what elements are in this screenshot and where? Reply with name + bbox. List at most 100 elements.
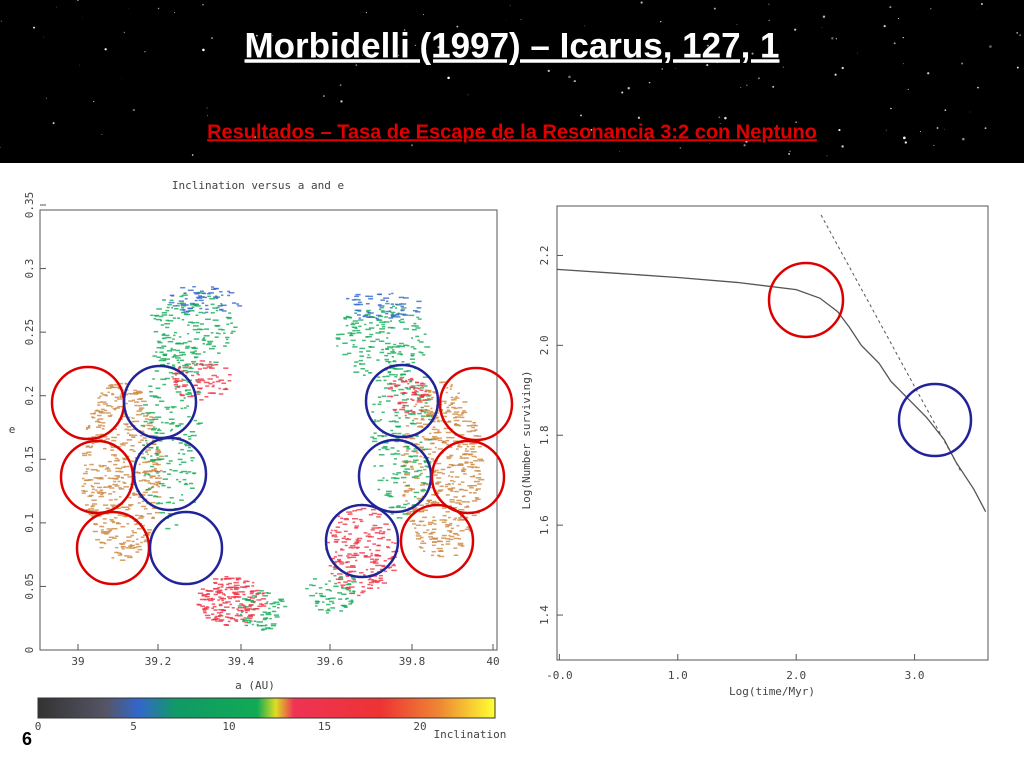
scatter-dot <box>367 583 371 586</box>
scatter-dot <box>320 595 326 598</box>
star <box>716 61 719 63</box>
scatter-dot <box>436 481 442 483</box>
scatter-dot <box>426 500 431 502</box>
scatter-dot <box>407 413 413 415</box>
scatter-dot <box>82 472 88 475</box>
scatter-dot <box>315 605 318 607</box>
scatter-dot <box>420 542 427 545</box>
scatter-dot <box>157 396 162 399</box>
scatter-dot <box>188 482 194 485</box>
scatter-dot <box>472 475 476 477</box>
scatter-dot <box>386 375 390 378</box>
scatter-dot <box>142 461 147 464</box>
scatter-dot <box>462 467 465 469</box>
scatter-dot <box>375 338 380 341</box>
scatter-dot <box>445 410 452 413</box>
scatter-dot <box>173 355 177 358</box>
scatter-dot <box>418 546 422 548</box>
scatter-dot <box>418 446 424 449</box>
scatter-dot <box>239 603 244 605</box>
star <box>782 66 784 68</box>
scatter-dot <box>167 513 172 515</box>
scatter-dot <box>161 484 166 487</box>
scatter-dot <box>227 294 231 297</box>
scatter-dot <box>417 397 422 400</box>
scatter-dot <box>149 482 155 485</box>
scatter-dot <box>146 512 152 515</box>
scatter-dot <box>426 411 429 413</box>
scatter-dot <box>184 292 187 295</box>
scatter-dot <box>108 415 112 418</box>
scatter-dot <box>348 546 353 549</box>
scatter-dot <box>469 461 473 464</box>
scatter-dot <box>345 538 352 541</box>
scatter-dot <box>415 327 421 329</box>
scatter-dot <box>246 580 250 583</box>
scatter-dot <box>160 363 166 366</box>
scatter-dot <box>161 314 168 316</box>
scatter-dot <box>427 453 432 455</box>
scatter-dot <box>336 345 339 347</box>
y-tick-label: 0 <box>23 647 36 654</box>
scatter-dot <box>131 434 138 437</box>
scatter-dot <box>156 458 163 461</box>
scatter-dot <box>370 508 376 511</box>
scatter-dot <box>435 462 442 465</box>
scatter-dot <box>86 426 90 429</box>
scatter-dot <box>187 415 191 418</box>
blue-circle <box>132 436 208 512</box>
scatter-dot <box>157 502 160 504</box>
scatter-dot <box>218 387 221 390</box>
scatter-dot <box>207 598 213 600</box>
scatter-dot <box>398 401 403 404</box>
scatter-dot <box>272 605 276 608</box>
scatter-dot <box>181 470 187 473</box>
scatter-dot <box>97 401 101 404</box>
scatter-dot <box>198 299 204 302</box>
scatter-dot <box>415 311 421 313</box>
scatter-dot <box>392 463 397 465</box>
star <box>0 146 1 148</box>
scatter-dot <box>131 540 135 543</box>
scatter-dot <box>205 343 212 346</box>
scatter-dot <box>387 371 392 373</box>
scatter-dot <box>113 517 118 519</box>
scatter-dot <box>456 448 459 450</box>
scatter-dot <box>87 427 91 429</box>
scatter-dot <box>104 533 109 535</box>
scatter-dot <box>418 504 424 506</box>
scatter-dot <box>419 484 426 486</box>
scatter-dot <box>416 459 419 461</box>
scatter-dot <box>402 404 406 407</box>
scatter-dot <box>375 332 382 334</box>
scatter-dot <box>151 469 157 471</box>
scatter-dot <box>431 522 435 524</box>
scatter-dot <box>266 592 271 594</box>
star <box>679 147 682 149</box>
scatter-dot <box>432 437 436 439</box>
scatter-dot <box>430 554 435 557</box>
scatter-dot <box>426 448 432 450</box>
scatter-dot <box>225 613 231 615</box>
scatter-dot <box>372 403 376 406</box>
scatter-dot <box>183 397 186 399</box>
scatter-dot <box>212 345 216 348</box>
scatter-dot <box>145 439 148 442</box>
scatter-dot <box>198 311 203 314</box>
scatter-dot <box>436 547 443 550</box>
scatter-dot <box>415 443 420 446</box>
scatter-dot <box>132 436 136 439</box>
scatter-dot <box>157 481 161 483</box>
scatter-dot <box>354 309 360 312</box>
scatter-dot <box>337 515 341 518</box>
scatter-dot <box>182 453 186 455</box>
scatter-dot <box>204 595 207 598</box>
scatter-dot <box>195 363 199 365</box>
scatter-dot <box>451 483 454 485</box>
scatter-dot <box>227 582 232 585</box>
scatter-dot <box>81 477 85 480</box>
scatter-dot <box>459 434 465 436</box>
scatter-dot <box>458 538 462 540</box>
scatter-dot <box>127 556 133 559</box>
y-axis-label: Log(Number surviving) <box>520 370 533 509</box>
